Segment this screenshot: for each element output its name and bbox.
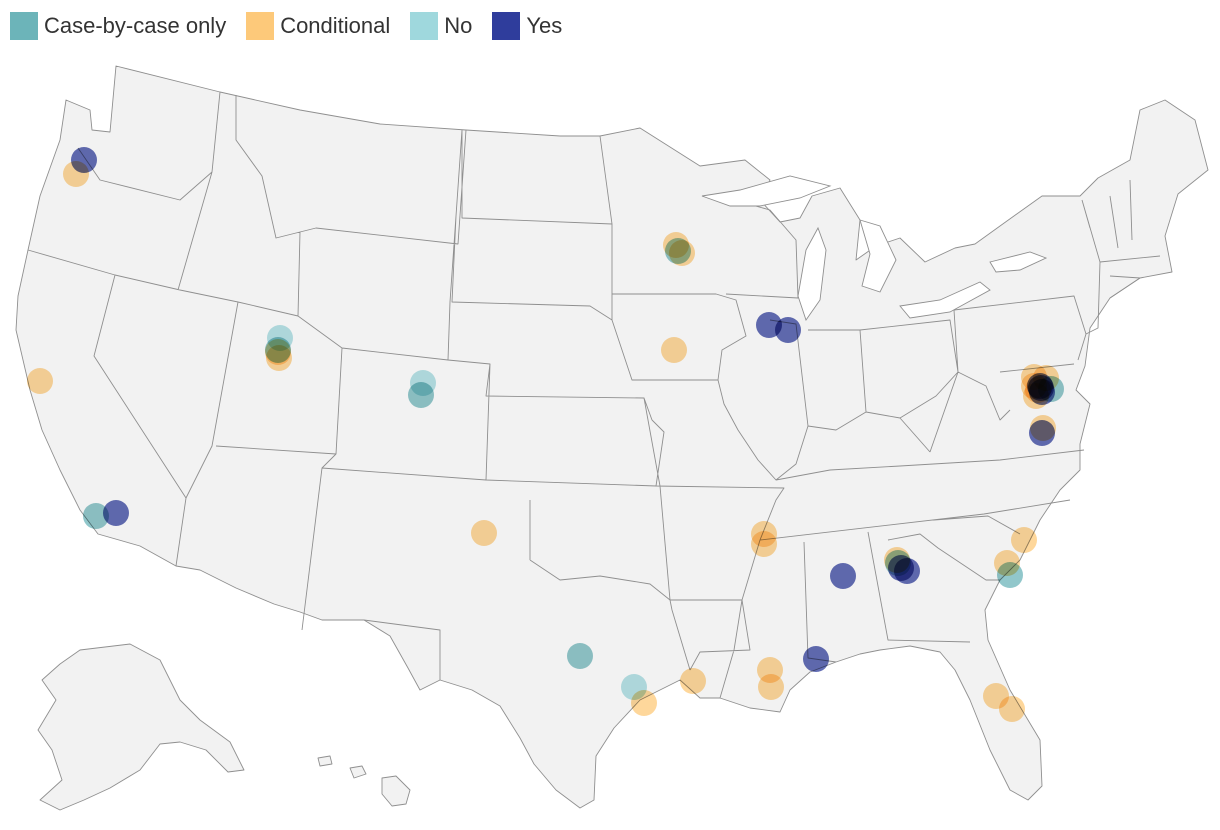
state-boundaries bbox=[27, 91, 1161, 699]
point-yes[interactable] bbox=[803, 646, 829, 672]
legend-swatch-yes bbox=[492, 12, 521, 40]
legend-item-case-by-case: Case-by-case only bbox=[10, 12, 226, 40]
lake-huron bbox=[859, 219, 897, 293]
legend-swatch-conditional bbox=[246, 12, 275, 40]
legend-swatch-case-by-case bbox=[10, 12, 38, 40]
point-conditional[interactable] bbox=[999, 696, 1025, 722]
point-conditional[interactable] bbox=[661, 337, 687, 363]
legend: Case-by-case only Conditional No Yes bbox=[10, 12, 582, 40]
legend-label-case-by-case: Case-by-case only bbox=[44, 13, 227, 38]
point-conditional[interactable] bbox=[1011, 527, 1037, 553]
legend-swatch-no bbox=[410, 12, 439, 40]
point-case[interactable] bbox=[83, 503, 109, 529]
point-conditional[interactable] bbox=[669, 240, 695, 266]
point-conditional[interactable] bbox=[758, 674, 784, 700]
point-yes[interactable] bbox=[1029, 420, 1055, 446]
lake-erie bbox=[899, 281, 991, 319]
legend-label-yes: Yes bbox=[526, 13, 563, 38]
lake-michigan bbox=[797, 226, 827, 321]
point-conditional[interactable] bbox=[471, 520, 497, 546]
point-yes[interactable] bbox=[103, 500, 129, 526]
point-case[interactable] bbox=[567, 643, 593, 669]
lake-ontario bbox=[989, 251, 1048, 273]
point-conditional[interactable] bbox=[680, 668, 706, 694]
point-conditional[interactable] bbox=[1025, 377, 1051, 403]
point-yes[interactable] bbox=[830, 563, 856, 589]
contiguous-us-outline bbox=[15, 65, 1209, 809]
legend-label-no: No bbox=[444, 13, 473, 38]
point-conditional[interactable] bbox=[63, 161, 89, 187]
point-case[interactable] bbox=[408, 382, 434, 408]
point-yes[interactable] bbox=[894, 558, 920, 584]
point-conditional[interactable] bbox=[27, 368, 53, 394]
point-case[interactable] bbox=[997, 562, 1023, 588]
legend-item-yes: Yes bbox=[492, 12, 562, 40]
us-basemap bbox=[15, 65, 1209, 811]
point-conditional[interactable] bbox=[631, 690, 657, 716]
point-conditional[interactable] bbox=[265, 339, 291, 365]
map-points bbox=[27, 147, 1064, 722]
point-yes[interactable] bbox=[775, 317, 801, 343]
legend-item-no: No bbox=[410, 12, 472, 40]
alaska-outline bbox=[37, 643, 245, 811]
hawaii-outline bbox=[317, 755, 411, 807]
legend-item-conditional: Conditional bbox=[246, 12, 390, 40]
point-conditional[interactable] bbox=[751, 531, 777, 557]
legend-label-conditional: Conditional bbox=[280, 13, 391, 38]
lake-superior bbox=[701, 175, 832, 207]
